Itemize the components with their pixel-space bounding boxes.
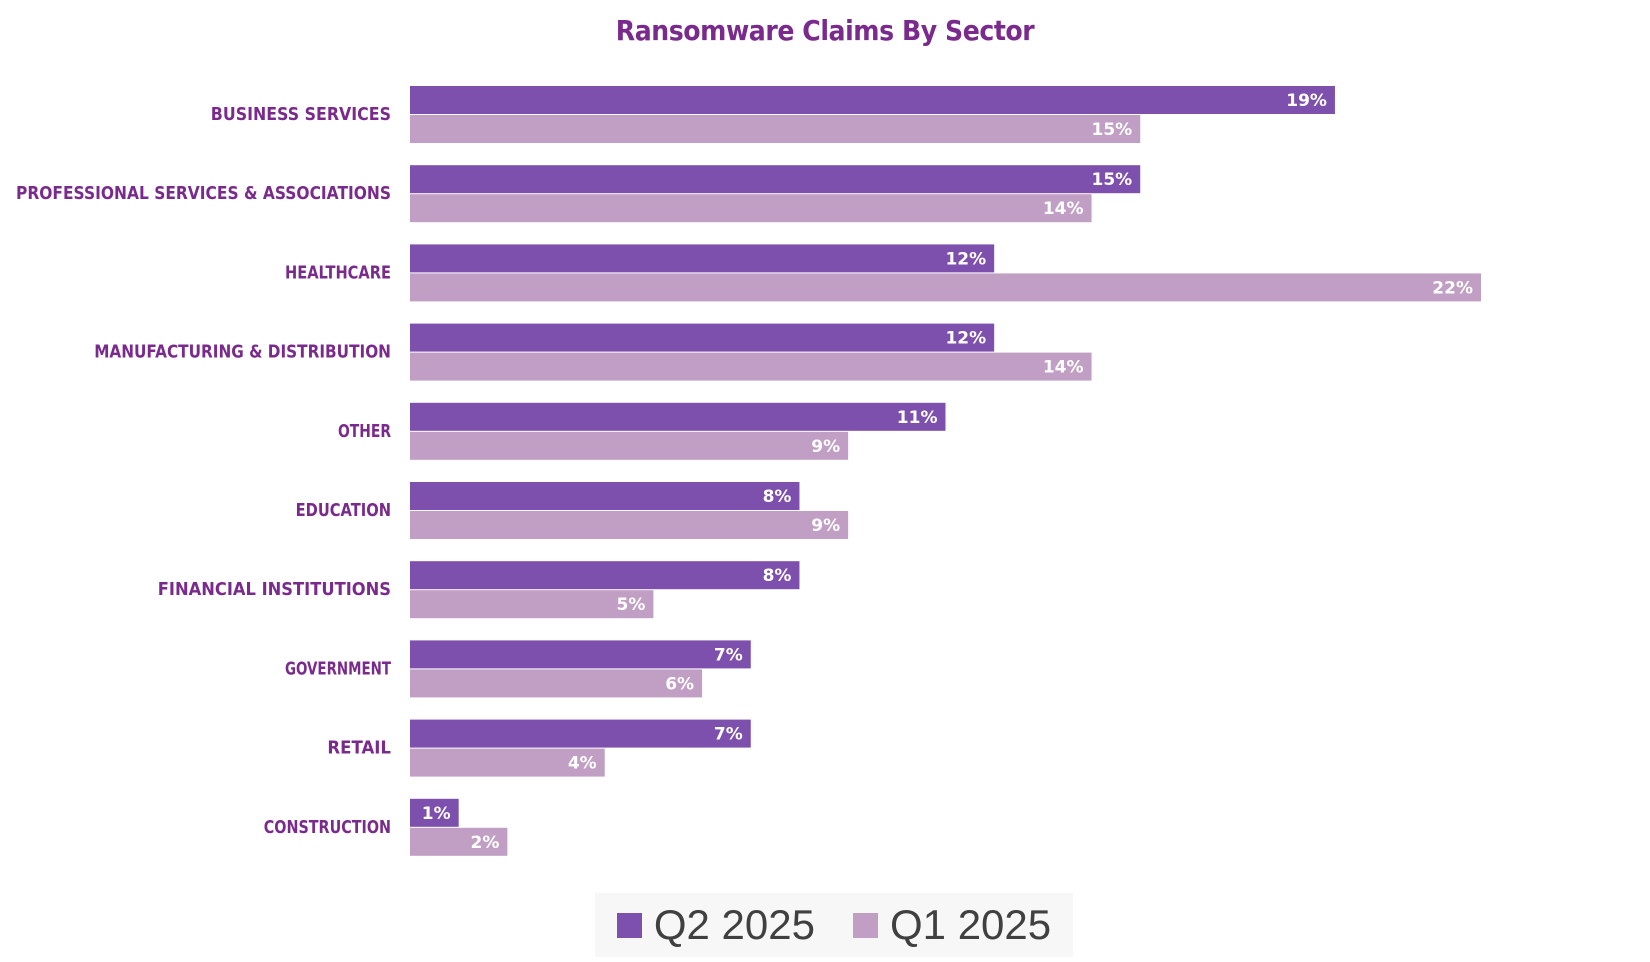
- data-label: 12%: [945, 329, 986, 349]
- data-label: 14%: [1043, 199, 1084, 219]
- bar-q2: [410, 798, 459, 827]
- data-label: 15%: [1092, 170, 1133, 190]
- bar-q1: [410, 273, 1481, 302]
- legend-swatch-q2: [616, 912, 642, 938]
- legend-label-q2: Q2 2025: [653, 901, 815, 948]
- bar-q2: [410, 86, 1335, 114]
- legend-swatch-q1: [853, 912, 878, 938]
- category-label: EDUCATION: [296, 500, 391, 521]
- bar-q2: [410, 640, 751, 669]
- category-label: BUSINESS SERVICES: [211, 104, 391, 125]
- bar-q1: [410, 194, 1092, 223]
- bar-q1: [410, 352, 1092, 381]
- data-label: 15%: [1092, 120, 1133, 140]
- data-label: 4%: [568, 754, 597, 774]
- bar-q2: [410, 482, 800, 510]
- data-label: 8%: [763, 566, 792, 586]
- category-label: HEALTHCARE: [285, 262, 391, 283]
- legend-item-q2: Q2 2025: [616, 901, 815, 948]
- bar-q1: [410, 590, 654, 619]
- bar-q1: [410, 431, 849, 460]
- category-label: PROFESSIONAL SERVICES & ASSOCIATIONS: [16, 183, 391, 204]
- data-label: 12%: [945, 249, 986, 269]
- category-label: RETAIL: [327, 738, 391, 759]
- bar-q1: [410, 669, 703, 698]
- bar-q2: [410, 402, 946, 431]
- data-label: 8%: [763, 487, 792, 507]
- bar-q1: [410, 748, 605, 777]
- data-label: 22%: [1432, 278, 1473, 298]
- bar-q1: [410, 827, 508, 856]
- data-label: 2%: [470, 833, 499, 853]
- data-label: 9%: [811, 437, 840, 457]
- bar-q2: [410, 323, 995, 352]
- data-label: 1%: [422, 804, 451, 824]
- bar-q1: [410, 511, 849, 539]
- bar-q2: [410, 165, 1141, 194]
- legend: Q2 2025 Q1 2025: [595, 893, 1073, 957]
- legend-label-q1: Q1 2025: [890, 901, 1052, 948]
- data-label: 19%: [1286, 91, 1327, 111]
- legend-item-q1: Q1 2025: [853, 904, 1051, 946]
- data-label: 11%: [897, 408, 938, 428]
- category-label: MANUFACTURING & DISTRIBUTION: [94, 342, 391, 363]
- category-label: GOVERNMENT: [285, 658, 392, 679]
- data-label: 6%: [665, 674, 694, 694]
- bar-chart-plot: BUSINESS SERVICES 19% 15% PROFESSIONAL SERV…: [16, 86, 1481, 856]
- category-label: CONSTRUCTION: [264, 817, 391, 838]
- bar-q2: [410, 719, 751, 748]
- data-label: 7%: [714, 645, 743, 665]
- bar-q2: [410, 561, 800, 590]
- data-label: 14%: [1043, 358, 1084, 378]
- category-label: FINANCIAL INSTITUTIONS: [158, 579, 391, 600]
- data-label: 9%: [811, 516, 840, 536]
- data-label: 7%: [714, 725, 743, 745]
- data-label: 5%: [617, 595, 646, 615]
- chart-title: Ransomware Claims By Sector: [615, 14, 1035, 47]
- bar-q1: [410, 115, 1141, 143]
- bar-q2: [410, 244, 995, 273]
- category-label: OTHER: [338, 421, 391, 442]
